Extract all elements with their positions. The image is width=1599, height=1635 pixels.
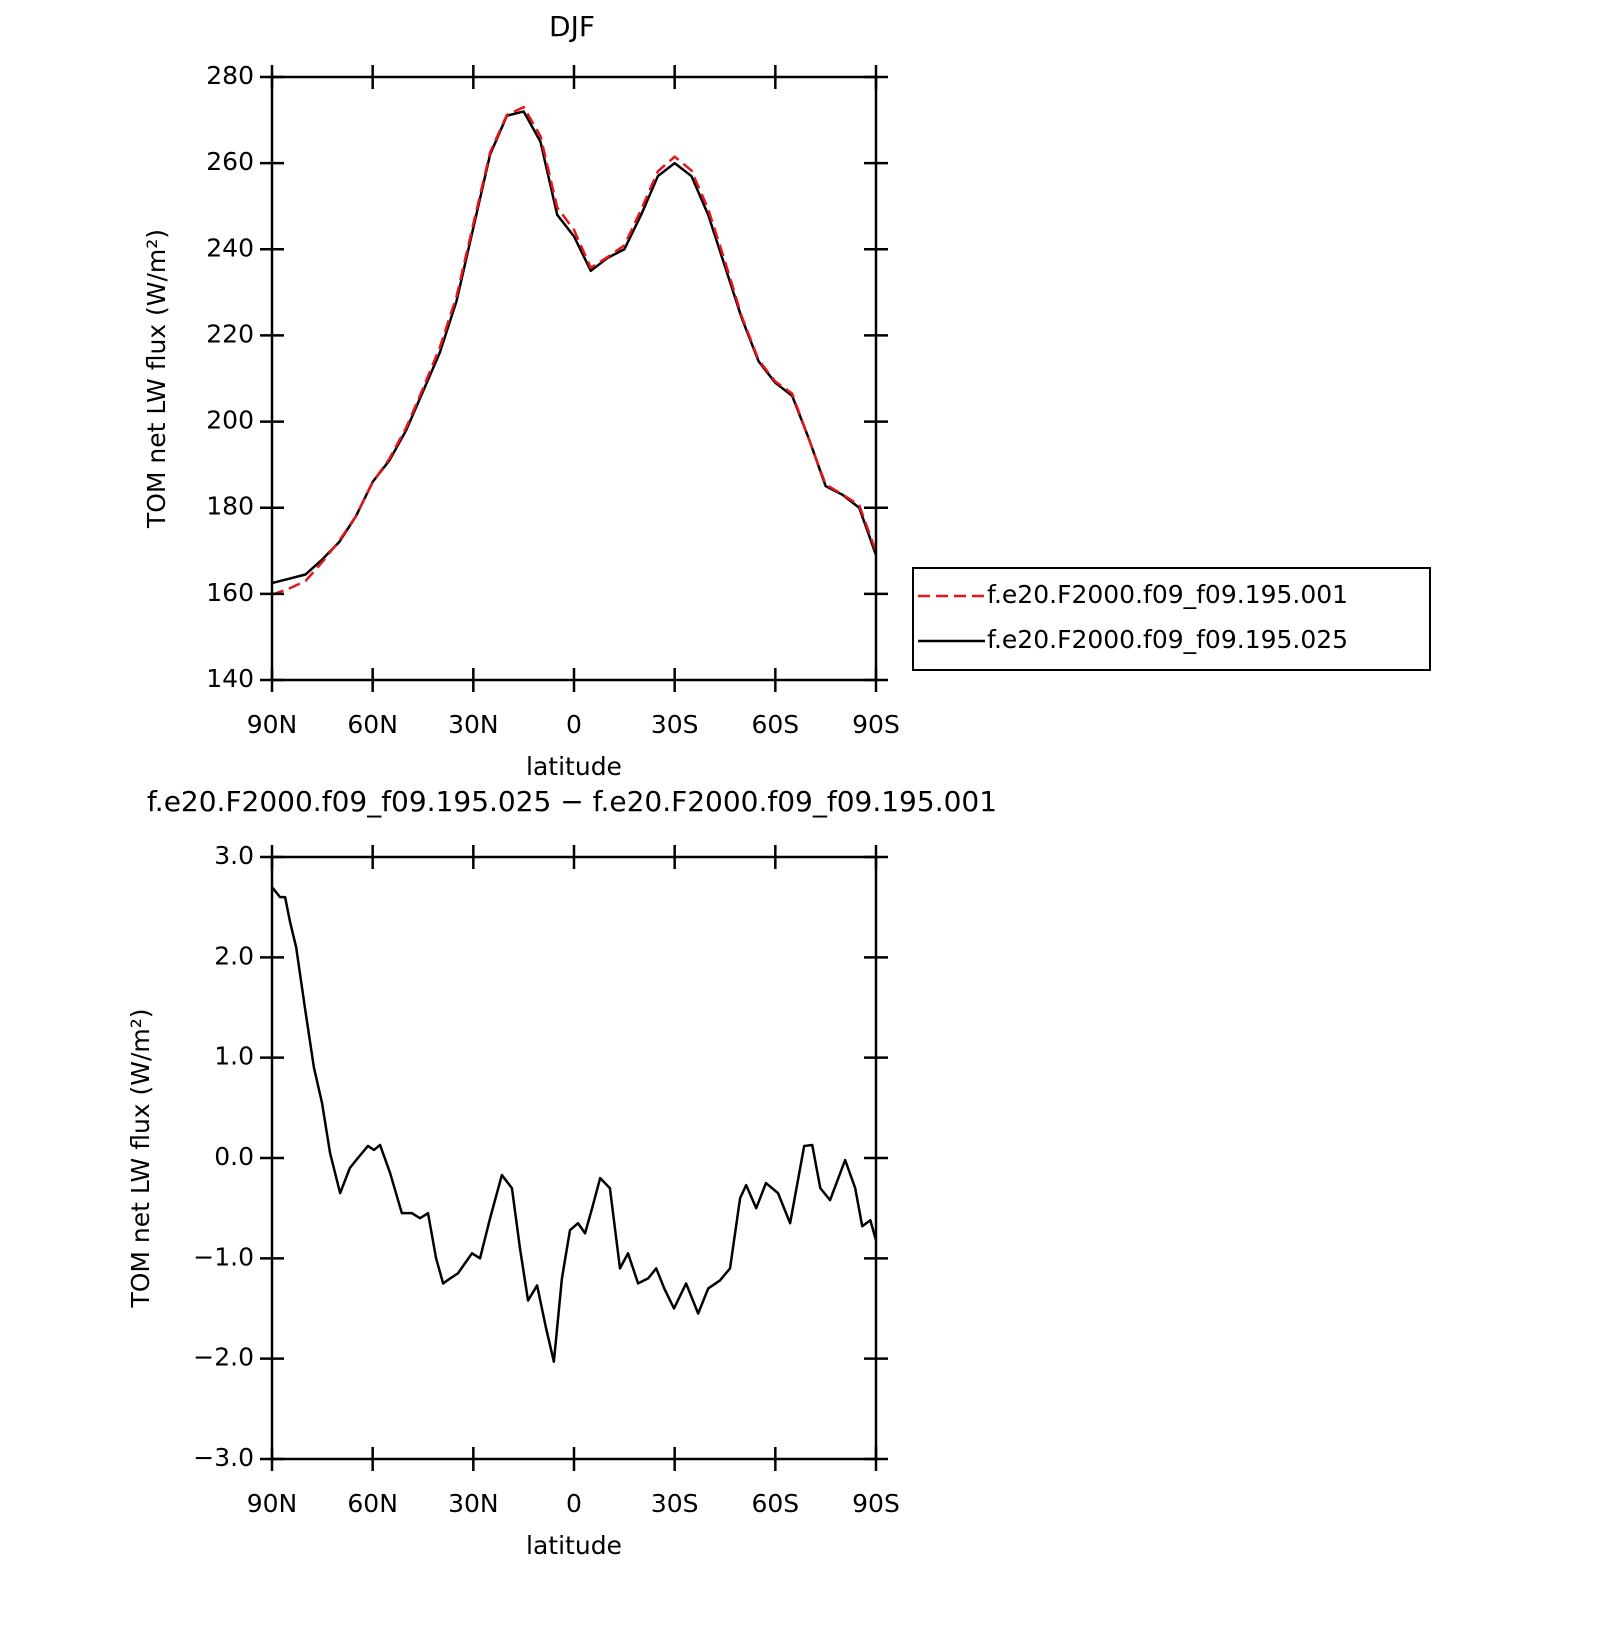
y-tick-label: 160: [206, 578, 254, 607]
x-tick-label: 0: [566, 1489, 582, 1518]
y-tick-label: 1.0: [214, 1042, 254, 1071]
plot-frame: [270, 75, 878, 682]
x-tick-label: 0: [566, 710, 582, 739]
x-tick-label: 60S: [751, 1489, 799, 1518]
y-tick-label: 3.0: [214, 841, 254, 870]
x-tick-label: 60N: [347, 710, 398, 739]
y-tick-label: 240: [206, 233, 254, 262]
x-tick-label: 60N: [347, 1489, 398, 1518]
data-line: [271, 886, 878, 1363]
plot-frame: [270, 855, 878, 1461]
chart-title: f.e20.F2000.f09_f09.195.025 − f.e20.F200…: [147, 785, 997, 818]
y-tick-label: −3.0: [193, 1443, 254, 1472]
y-tick-label: 200: [206, 406, 254, 435]
x-tick-label: 30S: [651, 1489, 699, 1518]
x-tick-label: 30N: [448, 1489, 499, 1518]
x-axis-label: latitude: [526, 1531, 622, 1560]
x-tick-label: 90N: [247, 1489, 298, 1518]
x-tick-label: 90N: [247, 710, 298, 739]
data-line: [271, 110, 878, 585]
panel: DJF 140 160 180 200 220 240 260 280 90N 60N 30N 0 30S…: [142, 10, 1431, 781]
y-tick-label: 0.0: [214, 1142, 254, 1171]
x-tick-label: 90S: [852, 1489, 900, 1518]
y-tick-label: −1.0: [193, 1242, 254, 1271]
legend-label: f.e20.F2000.f09_f09.195.001: [987, 580, 1348, 609]
x-tick-label: 30N: [448, 710, 499, 739]
legend-label: f.e20.F2000.f09_f09.195.025: [987, 625, 1348, 654]
y-tick-label: 260: [206, 147, 254, 176]
legend: f.e20.F2000.f09_f09.195.001 f.e20.F2000.f…: [912, 567, 1431, 671]
x-tick-label: 60S: [751, 710, 799, 739]
x-axis-label: latitude: [526, 752, 622, 781]
y-axis-label: TOM net LW flux (W/m²): [142, 229, 171, 529]
y-tick-label: 220: [206, 319, 254, 348]
legend-frame: [912, 567, 1431, 671]
panel: f.e20.F2000.f09_f09.195.025 − f.e20.F200…: [126, 785, 997, 1560]
y-tick-label: −2.0: [193, 1343, 254, 1372]
x-tick-label: 30S: [651, 710, 699, 739]
y-tick-label: 140: [206, 664, 254, 693]
y-tick-label: 280: [206, 61, 254, 90]
x-tick-label: 90S: [852, 710, 900, 739]
y-tick-label: 2.0: [214, 941, 254, 970]
data-line: [271, 105, 878, 596]
y-axis-label: TOM net LW flux (W/m²): [126, 1008, 155, 1308]
y-tick-label: 180: [206, 492, 254, 521]
chart-title: DJF: [549, 10, 595, 43]
